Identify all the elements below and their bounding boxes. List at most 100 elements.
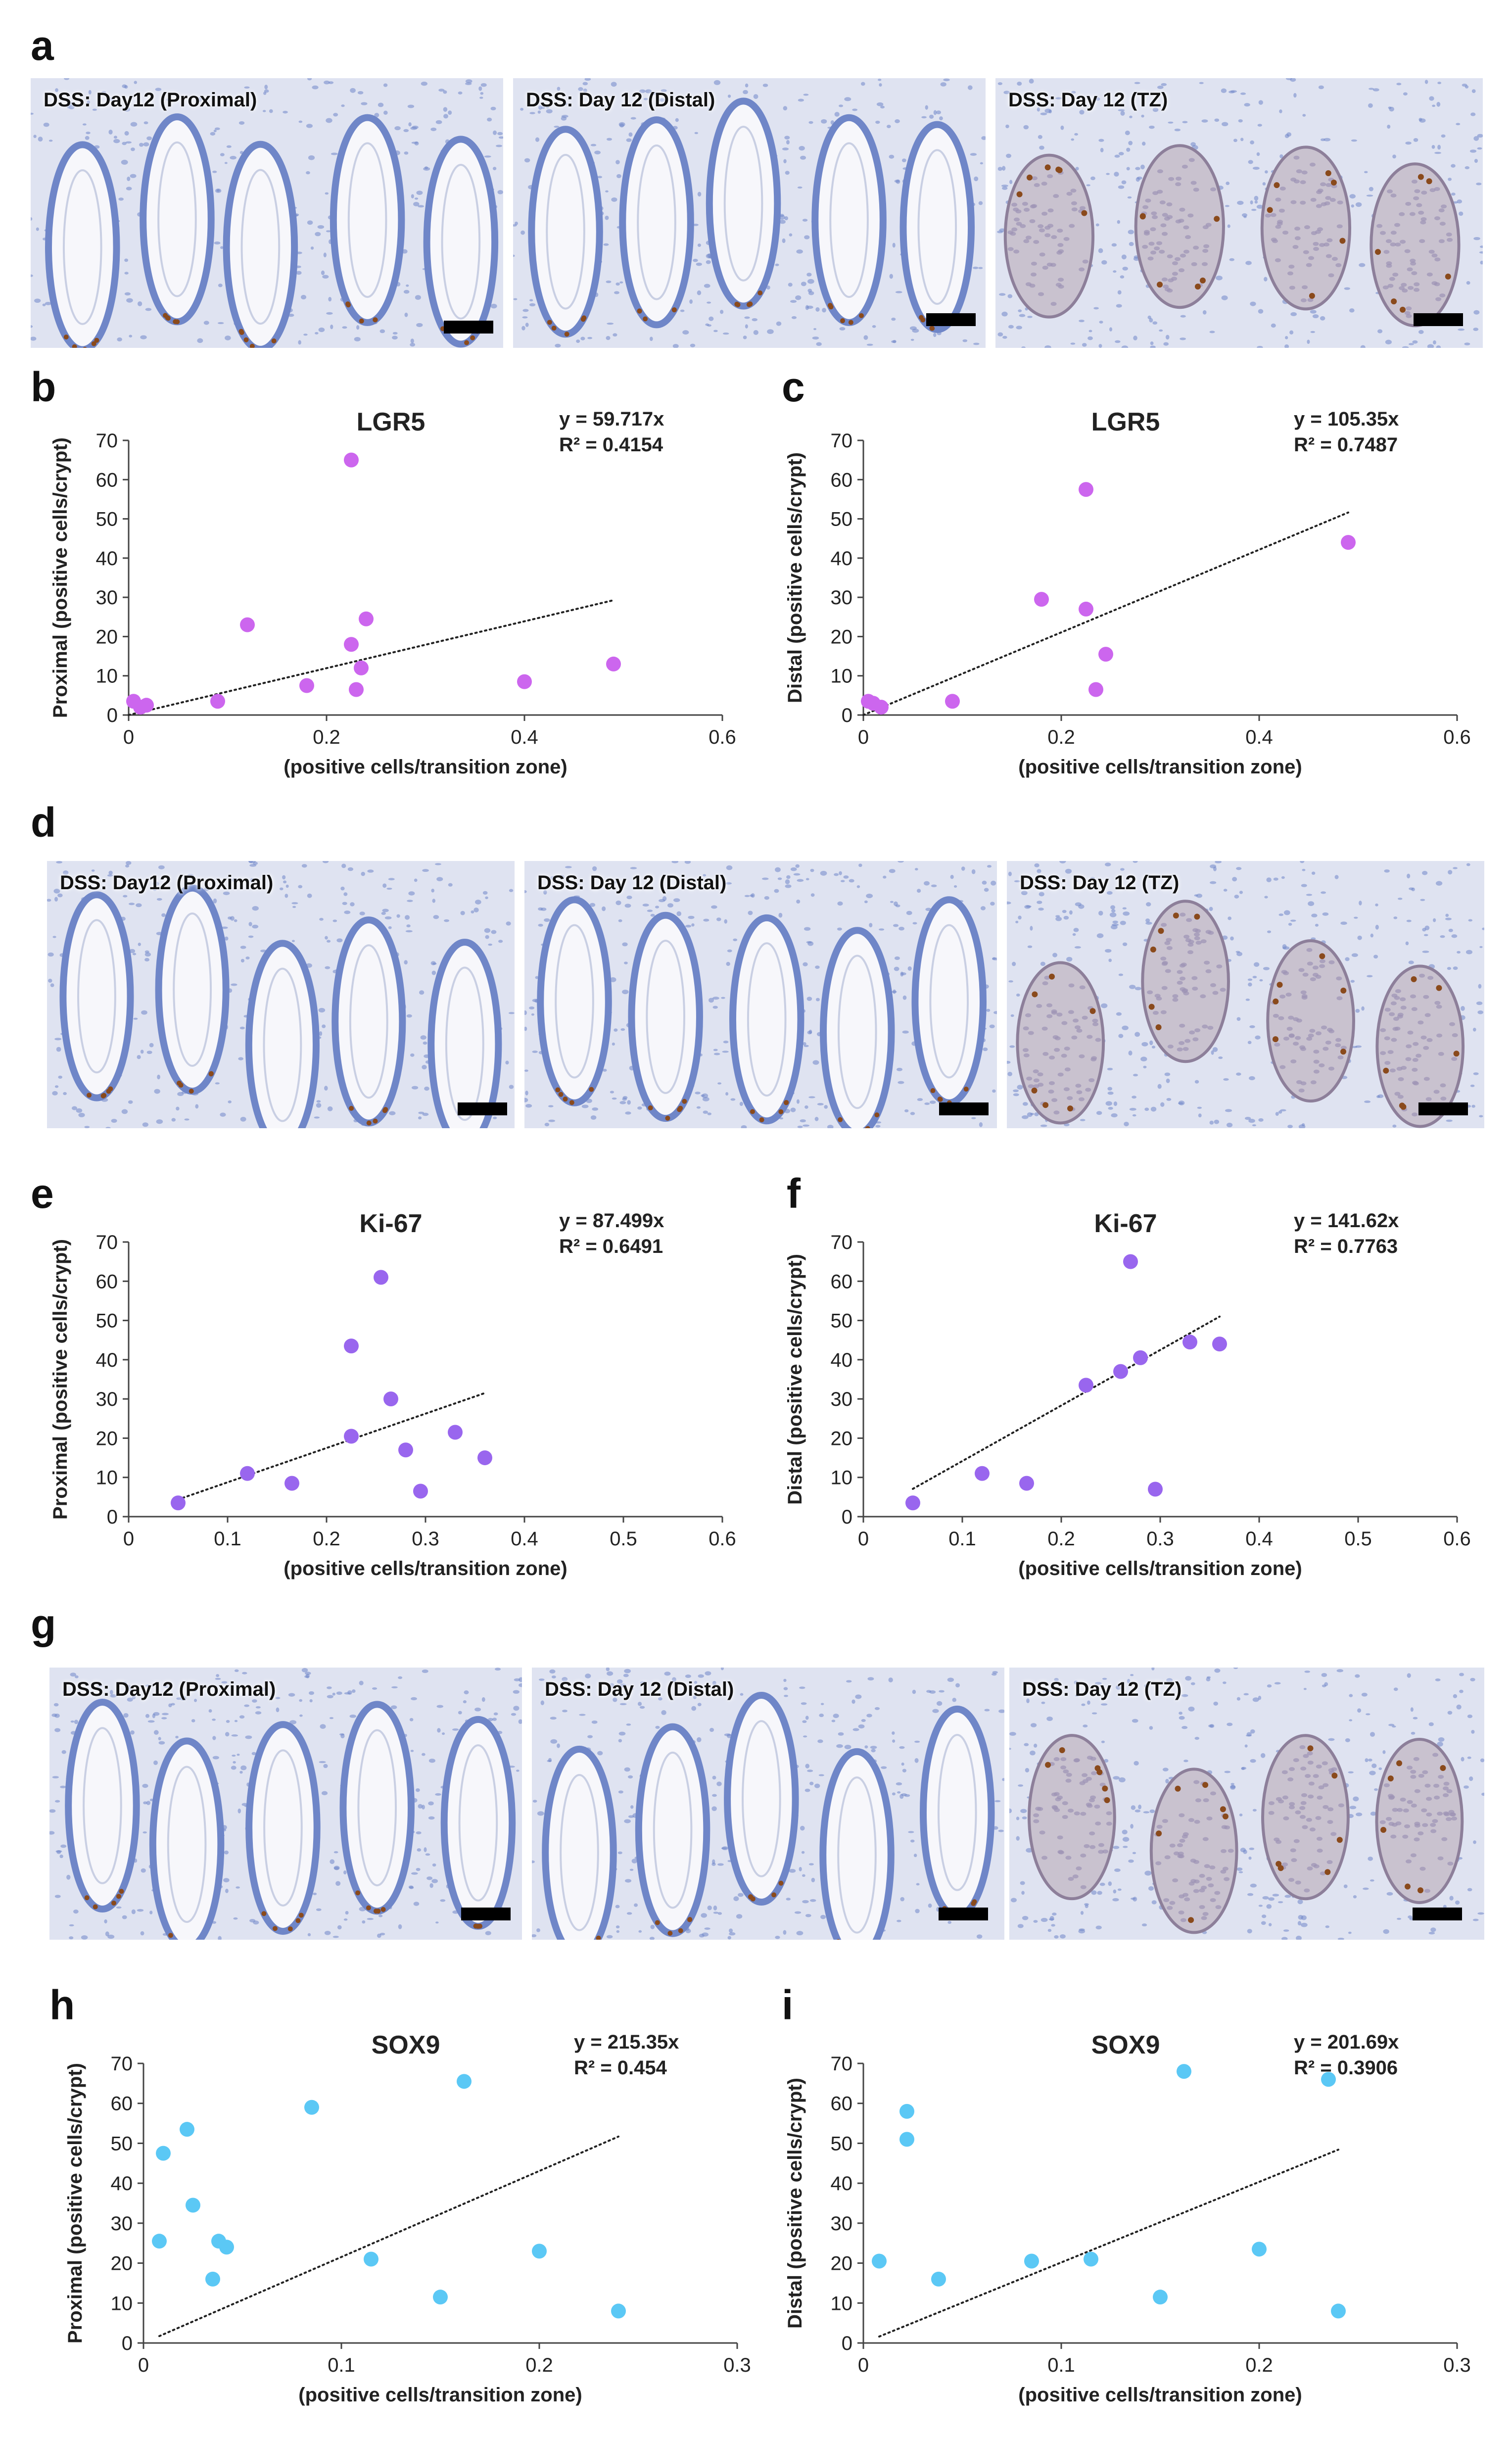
chart-i-y-tick-label: 70	[831, 2053, 853, 2075]
stromal-nucleus	[307, 78, 312, 81]
cell-nucleus	[1066, 191, 1073, 196]
stromal-nucleus	[548, 1105, 554, 1107]
micrograph-a-distal: DSS: Day 12 (Distal)	[513, 78, 986, 348]
stromal-nucleus	[1098, 139, 1104, 142]
stromal-nucleus	[331, 152, 338, 155]
cell-nucleus	[1428, 249, 1435, 254]
positive-nucleus	[63, 335, 69, 340]
stromal-nucleus	[1002, 335, 1007, 339]
chart-c-data-point	[1088, 682, 1103, 697]
stromal-nucleus	[1114, 172, 1119, 177]
stromal-nucleus	[1080, 1911, 1084, 1915]
stromal-nucleus	[783, 1930, 787, 1935]
chart-e-y-tick-label: 20	[96, 1428, 118, 1449]
stromal-nucleus	[624, 1669, 631, 1673]
stromal-nucleus	[924, 1102, 930, 1105]
stromal-nucleus	[878, 79, 882, 81]
stromal-nucleus	[126, 187, 132, 191]
cell-nucleus	[1049, 1055, 1055, 1060]
stromal-nucleus	[127, 1697, 133, 1702]
stromal-nucleus	[1188, 1706, 1195, 1712]
positive-nucleus	[643, 316, 648, 322]
chart-b-x-tick-label: 0	[123, 726, 134, 748]
stromal-nucleus	[422, 869, 429, 872]
stromal-nucleus	[894, 956, 900, 960]
stromal-nucleus	[1464, 342, 1470, 345]
cell-nucleus	[1293, 1839, 1300, 1843]
stromal-nucleus	[1071, 138, 1075, 141]
stromal-nucleus	[1117, 220, 1121, 224]
stromal-nucleus	[1120, 111, 1125, 116]
stromal-nucleus	[1008, 980, 1013, 983]
stromal-nucleus	[1225, 205, 1229, 207]
stromal-nucleus	[1165, 335, 1170, 340]
stromal-nucleus	[912, 329, 919, 333]
chart-e-x-tick-label: 0.2	[313, 1528, 340, 1550]
stromal-nucleus	[1129, 115, 1133, 118]
cell-nucleus	[1173, 1851, 1180, 1856]
positive-nucleus	[1273, 998, 1279, 1004]
stromal-nucleus	[1470, 1677, 1475, 1681]
stromal-nucleus	[1396, 83, 1402, 86]
stromal-nucleus	[806, 941, 812, 944]
stromal-nucleus	[727, 95, 731, 98]
stromal-nucleus	[335, 1881, 341, 1886]
positive-nucleus	[837, 1939, 840, 1940]
cell-nucleus	[1423, 1077, 1430, 1081]
positive-nucleus	[470, 335, 475, 340]
stromal-nucleus	[895, 119, 900, 123]
panel-letter-i: i	[782, 1982, 794, 2028]
crypt	[724, 1692, 799, 1906]
cell-nucleus	[1164, 1855, 1171, 1860]
stromal-nucleus	[702, 1932, 709, 1937]
stromal-nucleus	[889, 154, 895, 159]
stromal-nucleus	[1482, 927, 1484, 930]
positive-nucleus	[1156, 1830, 1162, 1837]
stromal-nucleus	[1132, 1096, 1137, 1099]
cell-nucleus	[1323, 1047, 1329, 1051]
stromal-nucleus	[513, 298, 518, 300]
stromal-nucleus	[1022, 1115, 1029, 1119]
micrograph-label: DSS: Day 12 (Distal)	[526, 89, 715, 111]
chart-i-x-tick-label: 0.3	[1443, 2354, 1471, 2376]
positive-nucleus	[929, 326, 935, 331]
cell-nucleus	[1181, 1834, 1188, 1839]
stromal-nucleus	[330, 324, 333, 330]
positive-nucleus	[1383, 1067, 1389, 1074]
stromal-nucleus	[1365, 1758, 1369, 1763]
stromal-nucleus	[744, 895, 750, 897]
stromal-nucleus	[585, 1673, 591, 1678]
stromal-nucleus	[324, 1931, 331, 1935]
cell-nucleus	[1418, 1831, 1424, 1836]
cell-nucleus	[1099, 1782, 1106, 1787]
chart-i-x-tick-label: 0.1	[1047, 2354, 1075, 2376]
stromal-nucleus	[844, 97, 851, 101]
cell-nucleus	[1180, 253, 1186, 258]
cell-nucleus	[1068, 1809, 1074, 1813]
stromal-nucleus	[220, 153, 225, 156]
stromal-nucleus	[149, 1911, 153, 1914]
tissue-illustration	[49, 1668, 522, 1940]
stromal-nucleus	[1441, 134, 1446, 138]
crypt	[59, 891, 134, 1101]
stromal-nucleus	[350, 88, 356, 93]
cell-nucleus	[1031, 272, 1037, 277]
stromal-nucleus	[1384, 869, 1390, 873]
stromal-nucleus	[802, 1720, 807, 1723]
chart-h-x-label: (positive cells/transition zone)	[298, 2384, 582, 2406]
stromal-nucleus	[1185, 1676, 1192, 1681]
stromal-nucleus	[615, 900, 621, 906]
stromal-nucleus	[473, 908, 479, 912]
stromal-nucleus	[697, 243, 701, 247]
cell-nucleus	[1293, 1017, 1299, 1021]
stromal-nucleus	[298, 340, 301, 345]
stromal-nucleus	[56, 1047, 61, 1052]
stromal-nucleus	[1079, 319, 1085, 323]
stromal-nucleus	[1325, 1925, 1329, 1928]
stromal-nucleus	[1002, 1778, 1004, 1781]
cell-nucleus	[1443, 1781, 1450, 1786]
stromal-nucleus	[325, 966, 331, 969]
cell-nucleus	[1443, 1793, 1449, 1797]
stromal-nucleus	[1124, 1121, 1129, 1127]
positive-nucleus	[116, 1894, 121, 1899]
